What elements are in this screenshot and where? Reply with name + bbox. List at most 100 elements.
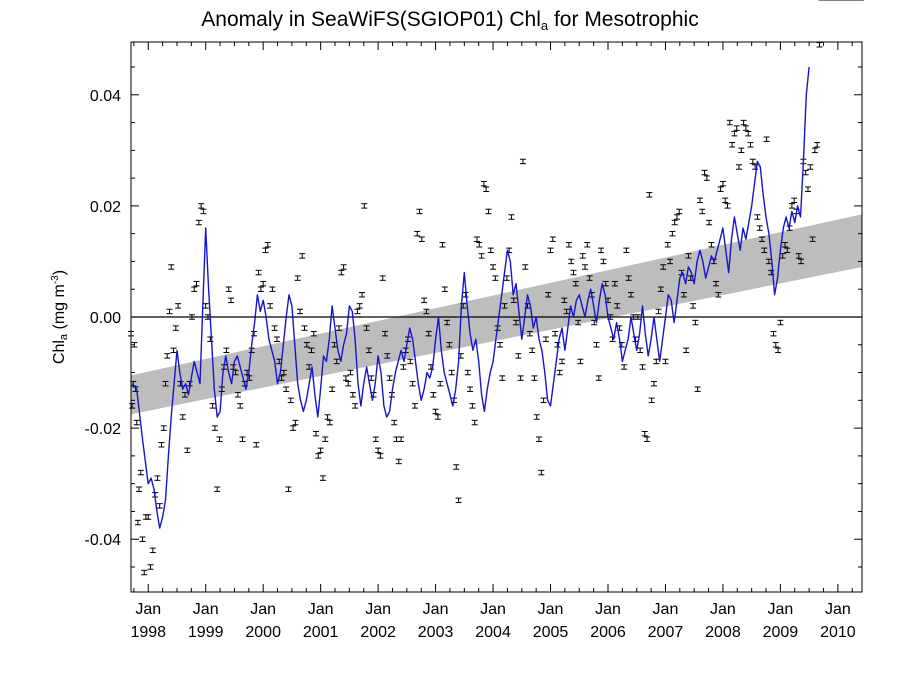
data-point [158, 442, 165, 448]
data-point [510, 297, 517, 304]
data-point [586, 275, 593, 281]
data-point [386, 375, 393, 381]
smoothed-series-line [131, 66, 810, 529]
data-point [407, 358, 414, 365]
data-point [703, 175, 710, 181]
data-point [565, 242, 572, 248]
data-point [759, 236, 766, 242]
data-point [637, 347, 644, 354]
data-point [777, 319, 784, 326]
data-point [285, 486, 292, 492]
data-point [166, 308, 173, 315]
data-point [441, 286, 448, 292]
data-point [391, 419, 398, 426]
x-tick-label-year: 2003 [418, 624, 454, 641]
data-point [257, 286, 264, 292]
data-point [191, 286, 198, 292]
data-point [802, 169, 809, 176]
trend-band [131, 214, 862, 415]
data-point [430, 392, 437, 398]
data-point [317, 447, 324, 454]
data-point [227, 297, 234, 304]
data-point [614, 303, 621, 309]
data-point [788, 203, 795, 209]
data-point [529, 347, 536, 354]
data-point [650, 380, 657, 387]
data-point [398, 436, 405, 442]
data-point [345, 380, 352, 387]
data-point [784, 247, 791, 254]
data-point [361, 203, 368, 209]
x-tick-label-year: 2004 [475, 624, 511, 641]
data-point [542, 336, 549, 342]
data-point [763, 136, 770, 142]
data-point [745, 130, 752, 137]
data-point [480, 180, 487, 187]
data-point [508, 214, 515, 220]
data-point [487, 247, 494, 254]
data-point [568, 258, 575, 265]
data-point [211, 425, 218, 431]
data-point [179, 414, 186, 420]
data-point [600, 258, 607, 265]
data-point [515, 353, 522, 359]
data-point [625, 275, 632, 281]
data-point [533, 414, 540, 420]
data-point [294, 275, 301, 281]
data-point [699, 208, 706, 215]
data-point [283, 386, 290, 392]
x-tick-label-year: 2007 [648, 624, 684, 641]
chart-title-subscript: a [540, 18, 549, 33]
data-point [354, 308, 361, 315]
data-point [639, 364, 646, 370]
data-point [644, 436, 651, 442]
data-point [634, 314, 641, 320]
data-point [531, 375, 538, 381]
data-point [340, 264, 347, 270]
data-point [595, 375, 602, 381]
data-point [162, 380, 169, 387]
data-point [816, 42, 823, 48]
x-tick-label-month: Jan [710, 601, 736, 618]
data-point [770, 330, 777, 337]
data-point [669, 230, 676, 237]
x-tick-label-month: Jan [365, 601, 391, 618]
data-point [207, 336, 214, 342]
data-point [478, 253, 485, 259]
data-point [694, 386, 701, 392]
data-point [198, 203, 205, 209]
data-point [182, 392, 189, 398]
data-point [310, 330, 317, 337]
data-point [326, 419, 333, 426]
data-point [141, 569, 148, 576]
data-point [570, 269, 577, 276]
data-point [338, 269, 345, 276]
data-point [400, 364, 407, 370]
data-point [149, 547, 156, 554]
data-point [664, 242, 671, 248]
data-point [719, 180, 726, 187]
data-point [214, 486, 221, 492]
data-point [267, 303, 274, 309]
y-tick-label: -0.02 [85, 421, 122, 438]
data-point [490, 264, 497, 270]
data-point [807, 164, 814, 170]
data-point [513, 319, 520, 326]
data-point [418, 236, 425, 242]
data-point [536, 436, 543, 442]
data-point [736, 164, 743, 170]
x-tick-label-month: Jan [308, 601, 334, 618]
data-point [756, 225, 763, 231]
data-point [260, 280, 267, 287]
data-point [384, 353, 391, 359]
data-point [602, 280, 609, 287]
data-point [662, 358, 669, 365]
x-tick-label-year: 2008 [705, 624, 741, 641]
data-point [492, 275, 499, 281]
data-point [239, 436, 246, 442]
data-point [234, 392, 241, 398]
data-point [409, 380, 416, 387]
data-point [572, 280, 579, 287]
data-point [421, 297, 428, 304]
